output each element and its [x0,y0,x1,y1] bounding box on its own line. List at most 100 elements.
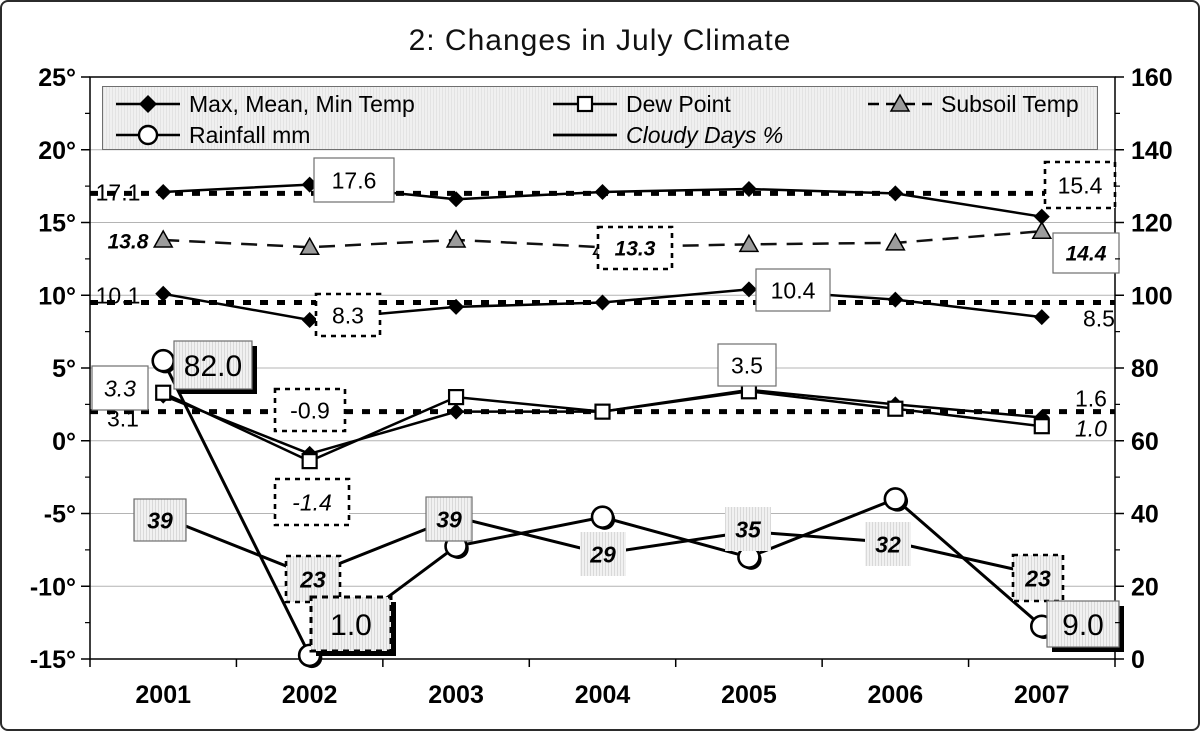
left-axis-tick-label: 10° [38,282,76,310]
label-cloudy-days-2006: 32 [865,522,911,566]
label-min-temp-2005: 3.5 [717,343,777,387]
series-mean-temp-markers [155,281,1050,328]
left-axis-tick-label: -10° [30,573,76,601]
right-axis-tick-label: 60 [1131,428,1159,456]
label-subsoil-temp-2004: 13.3 [596,225,674,271]
svg-text:23: 23 [299,566,326,592]
svg-text:39: 39 [147,507,173,533]
svg-text:9.0: 9.0 [1062,609,1104,642]
label-max-temp-2001: 17.1 [96,179,141,205]
legend-item-label: Dew Point [626,90,731,117]
x-axis-tick-label: 2004 [575,681,631,709]
legend-item-label: Rainfall mm [189,121,311,148]
label-cloudy-days-2003: 39 [425,496,473,542]
legend: Max, Mean, Min Temp Dew Point Subsoil Te… [102,86,1098,150]
left-axis-tick-label: -15° [30,646,76,674]
svg-text:17.6: 17.6 [332,167,377,193]
label-dew-point-2007: 1.0 [1075,415,1107,441]
svg-text:23: 23 [1024,565,1051,591]
legend-item-cloudy-days: Cloudy Days % [553,120,783,150]
legend-item-dew-point: Dew Point [553,89,731,119]
right-axis-tick-label: 160 [1131,64,1173,92]
left-axis-tick-label: 5° [52,355,76,383]
right-axis-tick-label: 120 [1131,210,1173,238]
legend-item-label: Max, Mean, Min Temp [189,90,415,117]
svg-text:1.0: 1.0 [1075,415,1107,441]
svg-text:3.5: 3.5 [731,352,763,378]
label-mean-temp-2001: 10.1 [96,282,141,308]
left-axis-tick-label: 0° [52,428,76,456]
svg-text:17.1: 17.1 [96,179,141,205]
x-axis-tick-label: 2001 [135,681,191,709]
svg-text:82.0: 82.0 [184,350,242,383]
right-axis-tick-label: 20 [1131,573,1159,601]
svg-text:39: 39 [436,506,462,532]
label-mean-temp-2005: 10.4 [755,268,831,312]
square-marker-icon [553,95,617,113]
diamond-marker-icon [116,95,180,113]
left-axis-tick-label: 20° [38,137,76,165]
svg-text:14.4: 14.4 [1066,243,1107,266]
svg-text:-0.9: -0.9 [290,397,330,423]
series-max-temp-markers [155,176,1050,225]
label-mean-temp-2002: 8.3 [314,292,382,338]
svg-text:3.3: 3.3 [104,375,136,401]
svg-text:1.6: 1.6 [1075,385,1107,411]
chart-title: 2: Changes in July Climate [408,24,792,57]
triangle-marker-icon [868,93,932,112]
label-rainfall-mm-2001: 82.0 [173,340,257,394]
legend-item-label: Subsoil Temp [941,90,1079,117]
left-axis-tick-label: 25° [38,64,76,92]
svg-text:8.5: 8.5 [1083,305,1115,331]
right-axis-tick-label: 80 [1131,355,1159,383]
svg-text:1.0: 1.0 [330,609,372,642]
label-subsoil-temp-2007: 14.4 [1052,232,1120,274]
x-axis-tick-label: 2007 [1014,681,1070,709]
label-min-temp-2007: 1.6 [1075,385,1107,411]
label-cloudy-days-2001: 39 [133,498,187,542]
x-axis-tick-label: 2002 [282,681,338,709]
right-axis-tick-label: 40 [1131,501,1159,529]
right-axis-tick-label: 0 [1131,646,1145,674]
svg-text:10.1: 10.1 [96,282,141,308]
svg-text:13.3: 13.3 [615,238,656,261]
svg-text:-1.4: -1.4 [292,489,332,515]
label-dew-point-2001: 3.3 [91,365,149,411]
x-axis-tick-label: 2005 [721,681,777,709]
label-cloudy-days-2002: 23 [284,554,342,604]
label-dew-point-2002: -1.4 [273,477,351,527]
x-axis-tick-label: 2003 [428,681,484,709]
label-mean-temp-2007: 8.5 [1083,305,1115,331]
left-axis-tick-label: -5° [44,501,76,529]
svg-text:8.3: 8.3 [332,302,364,328]
series-subsoil-temp-markers [152,220,1053,255]
left-axis-tick-label: 15° [38,210,76,238]
label-max-temp-2007: 15.4 [1043,160,1117,210]
legend-item-max-mean-min-temp: Max, Mean, Min Temp [116,89,415,119]
svg-text:35: 35 [735,516,762,542]
axis-ticks: 25° 20° 15° 10° 5° 0° -5° -10° -15° 160 140 120 100 8… [30,64,1173,709]
legend-item-label: Cloudy Days % [626,121,784,148]
circle-marker-icon [116,124,180,146]
label-cloudy-days-2004: 29 [580,532,626,576]
svg-text:29: 29 [589,541,616,567]
right-axis-tick-label: 100 [1131,282,1173,310]
label-cloudy-days-2005: 35 [725,507,771,551]
label-max-temp-2002: 17.6 [313,157,395,203]
legend-item-subsoil-temp: Subsoil Temp [868,89,1079,119]
svg-text:13.8: 13.8 [108,231,149,254]
svg-text:15.4: 15.4 [1058,172,1103,198]
right-axis-tick-label: 140 [1131,137,1173,165]
label-rainfall-mm-2002: 1.0 [309,595,396,656]
label-subsoil-temp-2001: 13.8 [108,231,149,254]
label-cloudy-days-2007: 23 [1011,553,1065,603]
label-min-temp-2002: -0.9 [273,387,347,433]
plain-line-marker-icon [553,133,617,137]
svg-text:10.4: 10.4 [771,277,816,303]
svg-text:32: 32 [875,531,901,557]
x-axis-tick-label: 2006 [868,681,924,709]
legend-item-rainfall: Rainfall mm [116,120,310,150]
label-rainfall-mm-2007: 9.0 [1046,600,1124,652]
